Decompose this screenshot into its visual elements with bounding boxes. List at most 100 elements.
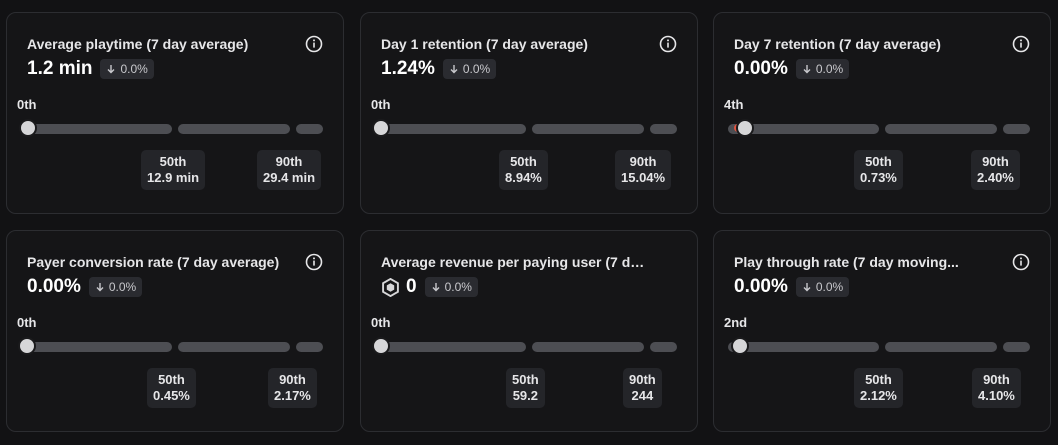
rank-label: 0th [17,97,37,112]
p50-label: 50th [510,154,537,169]
metric-value: 0.00% [734,276,788,297]
p90-label: 90th [629,154,657,169]
track-segment-low [21,342,172,352]
track-segment-high [650,342,677,352]
p90-value: 2.40% [977,170,1014,185]
rank-label: 0th [371,97,391,112]
change-value: 0.0% [815,280,844,294]
track-segment-high [1003,124,1030,134]
p50-marker: 50th 59.2 [506,368,545,408]
value-row: 1.2 min 0.0% [27,57,154,81]
p90-value: 2.17% [274,388,311,403]
info-icon[interactable] [305,253,323,271]
track-segment-mid [885,124,997,134]
rank-label: 4th [724,97,744,112]
p50-value: 12.9 min [147,170,200,185]
info-icon[interactable] [305,35,323,53]
p90-marker: 90th 4.10% [972,368,1021,408]
p90-marker: 90th 244 [623,368,662,408]
metric-value: 0 [406,276,417,297]
rank-label: 2nd [724,315,748,330]
p50-label: 50th [865,372,892,387]
p50-marker: 50th 8.94% [499,150,548,190]
info-icon[interactable] [1012,35,1030,53]
arrow-down-icon [96,283,104,292]
p90-label: 90th [983,372,1010,387]
p50-value: 0.45% [153,388,190,403]
change-value: 0.0% [462,62,491,76]
track-segment-mid [885,342,997,352]
change-badge: 0.0% [795,277,850,297]
info-icon[interactable] [659,35,677,53]
p50-marker: 50th 2.12% [854,368,903,408]
metric-value: 0.00% [27,276,81,297]
p50-label: 50th [865,154,892,169]
track-segment-low [728,124,879,134]
position-knob [372,337,390,355]
track-segment-mid [532,342,644,352]
rank-label: 0th [371,315,391,330]
change-badge: 0.0% [442,59,497,79]
metric-value: 1.24% [381,58,435,79]
p50-label: 50th [159,154,187,169]
track-segment-low [375,124,526,134]
change-value: 0.0% [108,280,137,294]
metric-card-play-through-rate: Play through rate (7 day moving... 0.00%… [713,230,1051,432]
p50-value: 2.12% [860,388,897,403]
p90-value: 244 [631,388,654,403]
p90-label: 90th [982,154,1009,169]
change-badge: 0.0% [795,59,850,79]
p90-value: 29.4 min [263,170,316,185]
change-badge: 0.0% [88,277,143,297]
change-badge: 0.0% [100,59,154,79]
p50-value: 8.94% [505,170,542,185]
p90-value: 15.04% [621,170,666,185]
metric-value: 0.00% [734,58,788,79]
p90-marker: 90th 2.40% [971,150,1020,190]
arrow-down-icon [803,65,811,74]
value-row: 0.00% 0.0% [27,275,143,299]
position-knob [18,337,36,355]
p90-marker: 90th 15.04% [615,150,672,190]
change-value: 0.0% [815,62,844,76]
p90-label: 90th [275,154,303,169]
track-segment-high [296,342,323,352]
card-title: Payer conversion rate (7 day average) [27,254,280,270]
p90-label: 90th [279,372,306,387]
value-row: 1.24% 0.0% [381,57,497,81]
metric-card-arppu: Average revenue per paying user (7 day..… [360,230,698,432]
card-title: Play through rate (7 day moving... [734,254,959,270]
p50-marker: 50th 0.45% [147,368,196,408]
position-knob [372,119,390,137]
position-knob [731,337,749,355]
track-segment-high [650,124,677,134]
position-knob [19,119,37,137]
card-title: Average revenue per paying user (7 day..… [381,254,651,270]
change-badge: 0.0% [424,277,478,297]
track-segment-mid [178,342,290,352]
p90-value: 4.10% [978,388,1015,403]
arrow-down-icon [432,283,440,292]
track-segment-high [296,124,323,134]
track-segment-low [21,124,172,134]
value-row: 0.00% 0.0% [734,275,850,299]
change-value: 0.0% [120,62,148,76]
arrow-down-icon [450,65,458,74]
metric-card-average-playtime: Average playtime (7 day average) 1.2 min… [6,12,344,214]
value-row: 0 0.0% [381,275,478,299]
card-title: Day 1 retention (7 day average) [381,36,588,52]
metric-card-payer-conversion: Payer conversion rate (7 day average) 0.… [6,230,344,432]
p90-marker: 90th 2.17% [268,368,317,408]
p90-label: 90th [629,372,656,387]
track-segment-mid [532,124,644,134]
change-value: 0.0% [444,280,472,294]
track-segment-mid [178,124,290,134]
track-segment-low [728,342,879,352]
info-icon[interactable] [1012,253,1030,271]
metric-card-day1-retention: Day 1 retention (7 day average) 1.24% 0.… [360,12,698,214]
p50-label: 50th [512,372,539,387]
metric-card-day7-retention: Day 7 retention (7 day average) 0.00% 0.… [713,12,1051,214]
arrow-down-icon [803,283,811,292]
p90-marker: 90th 29.4 min [257,150,322,190]
rank-label: 0th [17,315,37,330]
